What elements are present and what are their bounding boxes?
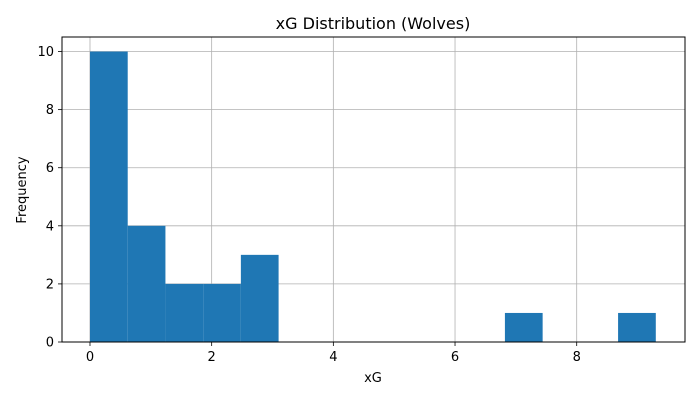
x-axis-label: xG	[364, 371, 382, 386]
histogram-bar	[240, 254, 279, 342]
y-tick-label: 8	[46, 103, 54, 118]
x-tick-label: 8	[573, 350, 581, 365]
x-tick-label: 4	[329, 350, 337, 365]
y-tick-label: 10	[37, 45, 54, 60]
y-tick-label: 0	[46, 336, 54, 351]
histogram-bar	[127, 225, 166, 342]
y-tick-label: 4	[46, 219, 54, 234]
chart-title: xG Distribution (Wolves)	[276, 14, 471, 33]
histogram-bars	[89, 51, 656, 343]
x-tick-label: 2	[208, 350, 216, 365]
histogram-bar	[165, 283, 204, 342]
histogram-bar	[89, 51, 128, 343]
histogram-bar	[504, 312, 543, 342]
x-tick-label: 0	[86, 350, 94, 365]
plot-frame	[61, 36, 686, 343]
x-axis-ticks: 0 2 4 6 8	[86, 342, 581, 365]
y-tick-label: 2	[46, 277, 54, 292]
histogram-bar	[618, 312, 656, 342]
x-tick-label: 6	[451, 350, 459, 365]
y-tick-label: 6	[46, 161, 54, 176]
histogram-bar	[203, 283, 241, 342]
y-axis-ticks: 0 2 4 6 8 10	[37, 45, 62, 351]
y-axis-label: Frequency	[15, 156, 30, 223]
